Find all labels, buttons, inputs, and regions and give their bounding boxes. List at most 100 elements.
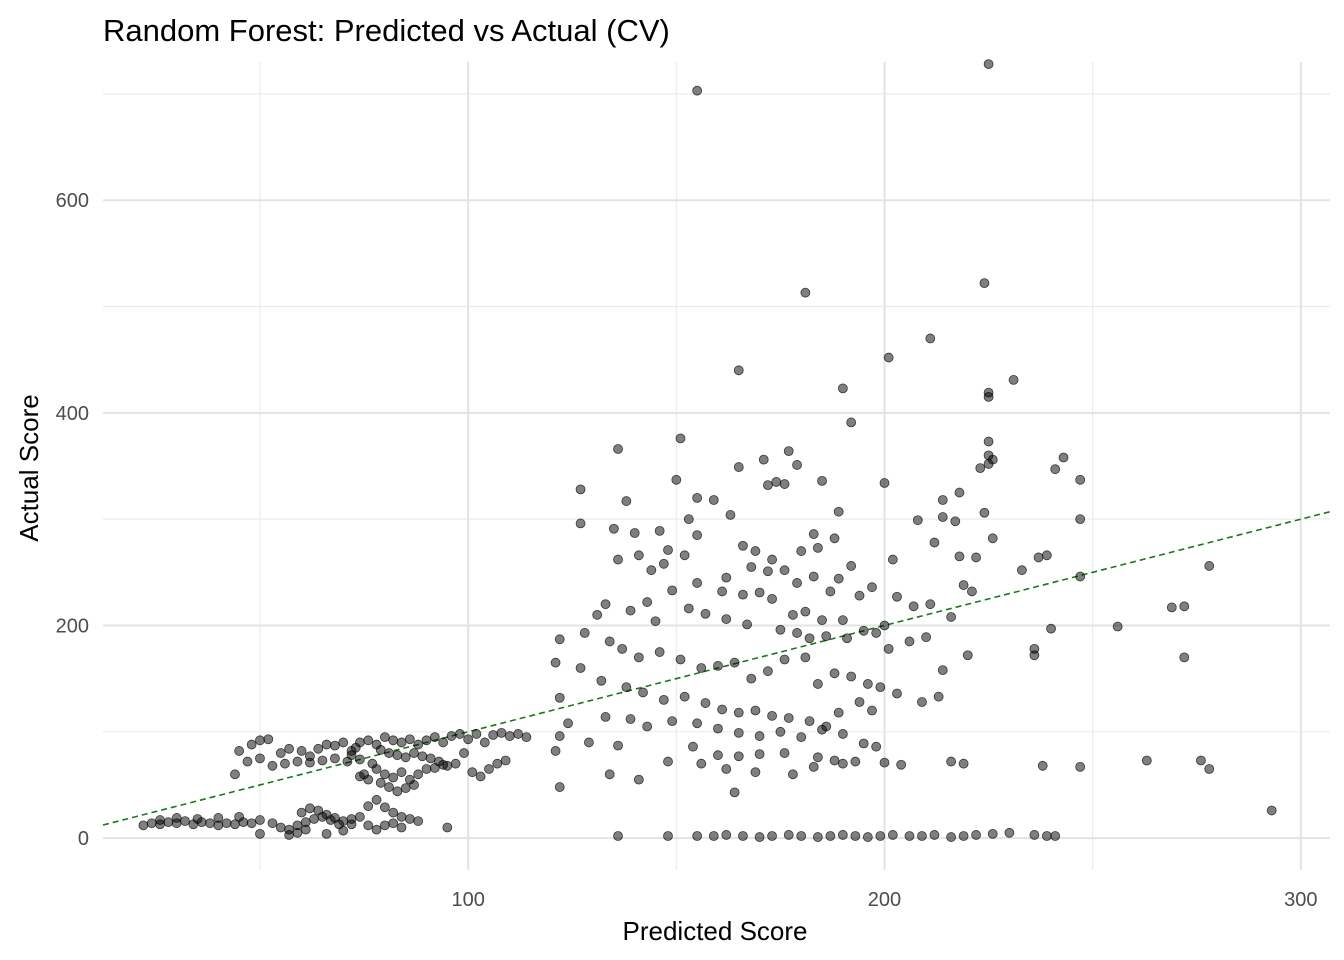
data-point [883, 352, 894, 363]
data-point [763, 480, 773, 491]
data-point [1029, 830, 1040, 840]
data-point [346, 819, 357, 830]
data-point [862, 832, 873, 842]
data-point [825, 586, 836, 597]
data-point [305, 757, 315, 768]
data-point [388, 735, 399, 746]
data-point [738, 831, 748, 841]
data-point [246, 739, 257, 750]
data-point [1266, 805, 1277, 816]
data-point [583, 737, 594, 748]
data-point [296, 746, 307, 756]
data-point [396, 822, 407, 833]
data-point [234, 746, 245, 756]
data-point [1016, 565, 1027, 576]
data-point [979, 278, 990, 289]
data-point [500, 755, 511, 766]
data-point [234, 811, 245, 822]
data-point [833, 707, 844, 718]
data-point [912, 515, 923, 526]
data-point [1050, 831, 1061, 841]
data-point [792, 578, 802, 588]
data-point [954, 551, 965, 562]
data-point [305, 803, 315, 814]
data-point [667, 585, 678, 596]
data-point [467, 767, 478, 778]
data-point [554, 782, 565, 792]
data-point [692, 718, 703, 729]
data-point [775, 624, 786, 635]
data-point [363, 735, 374, 746]
data-point [754, 731, 765, 741]
data-point [950, 516, 961, 527]
data-point [396, 767, 407, 778]
data-point [1029, 650, 1040, 661]
data-point [708, 831, 719, 841]
data-point [692, 530, 703, 541]
data-point [275, 748, 286, 758]
data-point [750, 705, 761, 716]
data-point [600, 712, 611, 722]
data-point [413, 739, 424, 750]
data-point [933, 691, 944, 702]
data-point [1141, 755, 1152, 766]
data-point [1075, 474, 1086, 485]
data-point [354, 811, 365, 822]
data-point [937, 495, 948, 505]
data-point [371, 764, 382, 774]
data-point [342, 756, 353, 767]
data-point [987, 828, 998, 839]
data-point [396, 737, 407, 748]
data-point [929, 537, 940, 548]
data-point [1179, 601, 1190, 612]
data-point [1004, 827, 1015, 838]
data-point [633, 550, 644, 561]
data-point [808, 571, 819, 582]
data-point [837, 758, 848, 769]
data-point [700, 608, 711, 619]
data-point [155, 815, 165, 825]
data-point [1075, 761, 1086, 772]
data-point [983, 59, 994, 70]
data-point [779, 479, 790, 489]
data-point [804, 633, 815, 644]
data-point [629, 528, 640, 538]
data-point [379, 769, 390, 780]
tick-labels: 100 200 300 0 200 400 600 [56, 190, 1318, 911]
y-tick-label: 600 [56, 190, 89, 212]
data-point [837, 383, 848, 394]
data-point [767, 831, 777, 841]
data-point [954, 487, 965, 498]
data-point [496, 727, 507, 738]
data-point [658, 558, 669, 569]
data-point [604, 636, 615, 647]
data-point [317, 755, 328, 766]
data-point [812, 542, 823, 553]
data-point [438, 737, 449, 748]
data-point [850, 831, 861, 841]
data-point [246, 818, 257, 829]
data-point [754, 832, 765, 842]
data-point [717, 586, 728, 597]
data-point [379, 820, 390, 831]
data-point [1075, 514, 1086, 525]
data-point [617, 643, 628, 654]
data-point [767, 554, 777, 565]
data-point [775, 726, 786, 737]
data-point [742, 619, 753, 630]
data-point [521, 732, 532, 743]
data-point [958, 580, 969, 590]
data-point [879, 620, 890, 631]
data-point [725, 510, 736, 520]
data-point [579, 628, 590, 638]
data-point [421, 764, 432, 774]
data-point [808, 761, 819, 772]
data-point [854, 590, 865, 601]
data-point [671, 474, 682, 485]
data-point [608, 523, 619, 534]
data-point [488, 730, 499, 740]
data-point [267, 818, 278, 829]
data-point [733, 707, 744, 718]
data-point [300, 824, 311, 835]
data-point [409, 748, 419, 758]
